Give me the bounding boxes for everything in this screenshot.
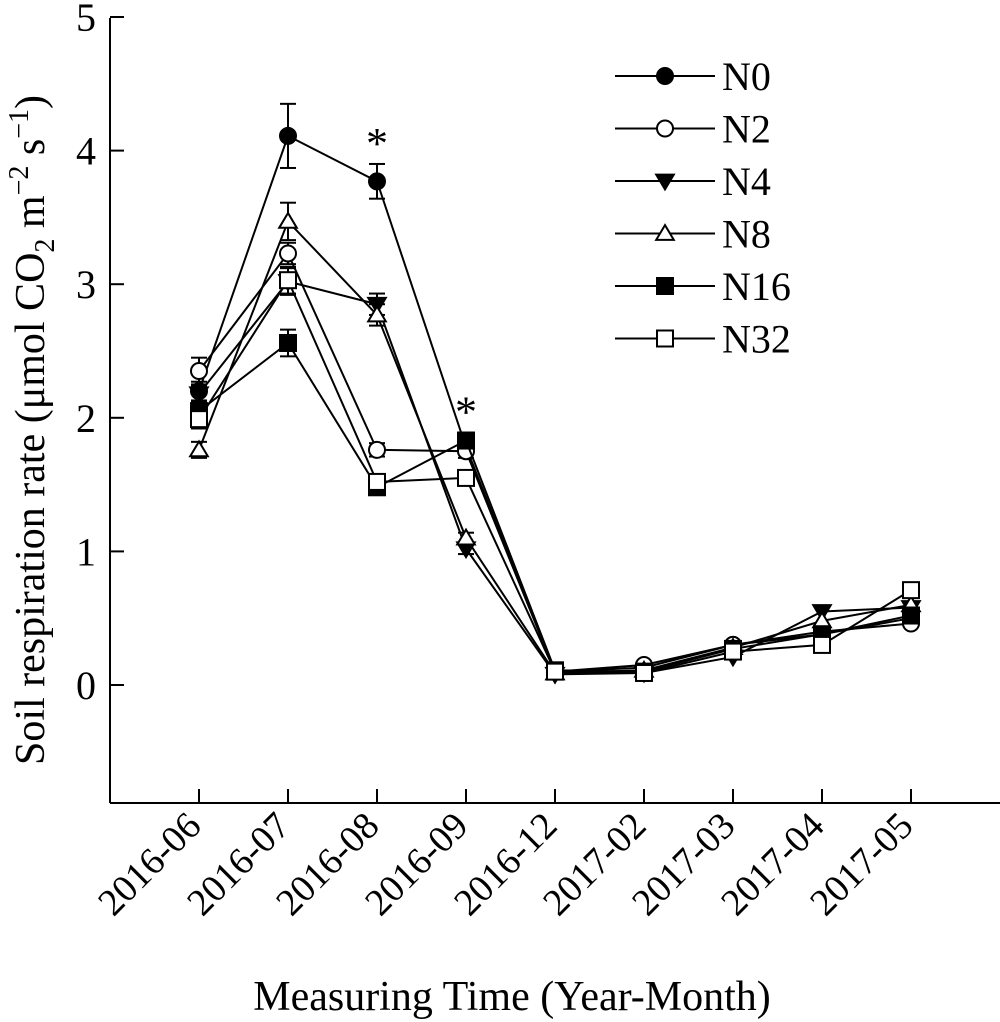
y-axis-label-main: Soil respiration rate (μmol CO: [8, 253, 54, 765]
y-axis-label-unit-m: m: [8, 195, 54, 239]
data-point: [279, 126, 297, 145]
data-point: [190, 410, 208, 429]
y-axis-ticks: 0 1 2 3 4 5: [76, 0, 124, 708]
plot-area: [109, 18, 1000, 804]
data-point: [368, 172, 386, 191]
series-n16: [190, 328, 920, 681]
legend-item-n2: N2: [615, 107, 771, 152]
data-point: [279, 333, 297, 352]
data-point: [546, 662, 564, 681]
data-point: [813, 635, 831, 654]
legend: N0 N2 N4 N8 N16 N32: [615, 54, 791, 362]
legend-label: N16: [722, 264, 791, 309]
data-point: [277, 211, 299, 229]
x-axis-ticks: 2016-062016-072016-082016-092016-122017-…: [90, 789, 921, 924]
series-line: [198, 341, 912, 673]
data-point: [190, 362, 208, 381]
legend-marker: [654, 223, 676, 241]
legend-label: N0: [722, 54, 771, 99]
data-point: [188, 439, 210, 458]
data-point: [366, 304, 388, 323]
y-tick-label: 1: [76, 529, 96, 574]
legend-marker: [656, 119, 674, 138]
data-point: [457, 468, 475, 487]
legend-item-n4: N4: [615, 159, 771, 204]
significance-marks: **: [366, 119, 477, 437]
y-axis-label-unit-s: s: [8, 139, 54, 166]
x-axis-label: Measuring Time (Year-Month): [253, 974, 771, 1020]
legend-item-n16: N16: [615, 264, 791, 309]
series-line: [198, 134, 912, 673]
data-point: [724, 642, 742, 661]
series-n0: [190, 102, 920, 681]
legend-item-n8: N8: [615, 212, 771, 257]
y-axis-label-s-sup: −1: [4, 109, 35, 139]
y-axis-label: Soil respiration rate (μmol CO2 m−2 s−1): [4, 95, 61, 765]
legend-item-n0: N0: [615, 54, 771, 99]
data-point: [368, 440, 386, 459]
y-tick-label: 4: [76, 129, 96, 174]
y-tick-label: 5: [76, 0, 96, 40]
data-point: [279, 271, 297, 290]
y-axis-label-co2-sub: 2: [30, 239, 61, 253]
y-tick-label: 3: [76, 262, 96, 307]
y-tick-label: 0: [76, 663, 96, 708]
series-n8: [188, 201, 922, 681]
legend-marker: [654, 173, 676, 192]
significance-asterisk: *: [366, 119, 388, 168]
y-tick-label: 2: [76, 396, 96, 441]
data-point: [902, 581, 920, 600]
data-point: [188, 386, 210, 405]
legend-marker: [656, 67, 674, 85]
data-point: [635, 663, 653, 682]
series-layer: [188, 102, 922, 685]
series-line: [198, 251, 912, 673]
data-point: [902, 606, 920, 625]
legend-label: N2: [722, 107, 771, 152]
series-n4: [188, 267, 922, 685]
series-line: [198, 219, 912, 674]
data-point: [279, 244, 297, 263]
legend-marker: [656, 277, 674, 295]
legend-marker: [656, 329, 674, 348]
y-axis-label-m-sup: −2: [4, 166, 35, 196]
y-axis-label-close: ): [8, 95, 54, 109]
series-n32: [190, 265, 920, 682]
series-line: [198, 278, 912, 674]
legend-label: N4: [722, 159, 771, 204]
legend-label: N32: [722, 317, 791, 362]
legend-item-n32: N32: [615, 317, 791, 362]
data-point: [455, 527, 477, 546]
significance-asterisk: *: [455, 387, 477, 436]
legend-label: N8: [722, 212, 771, 257]
data-point: [368, 472, 386, 491]
series-line: [198, 280, 912, 676]
data-point: [457, 431, 475, 450]
